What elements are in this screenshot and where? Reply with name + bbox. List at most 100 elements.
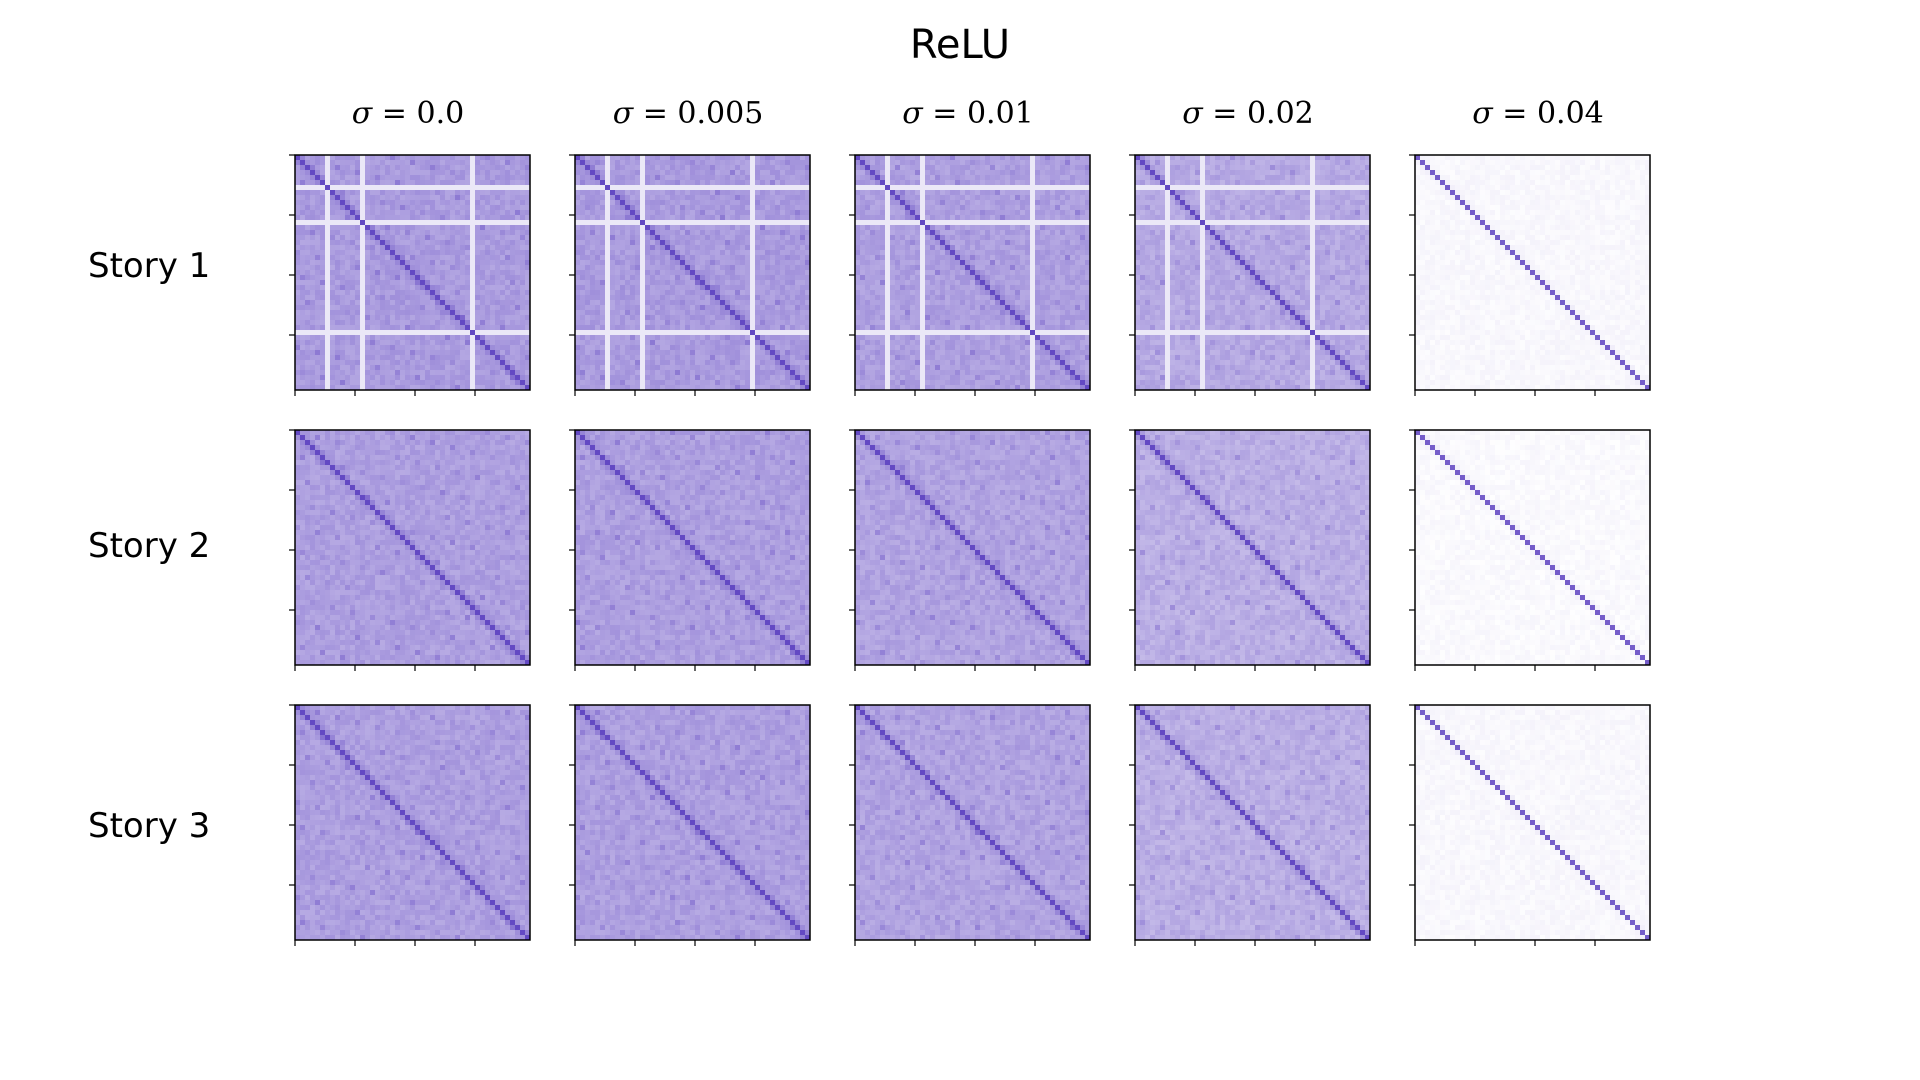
heatmap-cell (635, 385, 641, 391)
heatmap-cell (750, 180, 756, 186)
heatmap-cell (695, 195, 701, 201)
heatmap-cell (375, 190, 381, 196)
heatmap-cell (730, 250, 736, 256)
heatmap-cell (705, 250, 711, 256)
heatmap-cell (790, 175, 796, 181)
heatmap-cell (455, 255, 461, 261)
heatmap-cell (300, 225, 306, 231)
heatmap-cell (365, 300, 371, 306)
heatmap-cell (715, 190, 721, 196)
heatmap-cell (525, 360, 531, 366)
heatmap-cell (595, 355, 601, 361)
heatmap-cell (755, 300, 761, 306)
heatmap-cell (690, 385, 696, 391)
heatmap-cell (365, 310, 371, 316)
heatmap-cell (670, 345, 676, 351)
heatmap-cell (655, 320, 661, 326)
heatmap-cell (345, 305, 351, 311)
heatmap-cell (690, 160, 696, 166)
heatmap-cell (365, 165, 371, 171)
heatmap-cell (580, 155, 586, 161)
heatmap-cell (430, 210, 436, 216)
heatmap-cell (370, 215, 376, 221)
heatmap-cell (620, 260, 626, 266)
heatmap-cell (1035, 160, 1041, 166)
heatmap-cell (755, 345, 761, 351)
heatmap-cell (585, 335, 591, 341)
heatmap-cell (430, 380, 436, 386)
heatmap-cell (940, 190, 946, 196)
heatmap-cell (395, 260, 401, 266)
heatmap-cell (645, 220, 651, 226)
heatmap-cell (365, 230, 371, 236)
heatmap-cell (455, 155, 461, 161)
heatmap-cell (450, 385, 456, 391)
heatmap-cell (705, 200, 711, 206)
heatmap-cell (670, 295, 676, 301)
heatmap-cell (600, 370, 606, 376)
heatmap-cell (665, 205, 671, 211)
heatmap-cell (755, 285, 761, 291)
heatmap-cell (755, 185, 761, 191)
heatmap-cell (355, 275, 361, 281)
heatmap-cell (605, 255, 611, 261)
heatmap-cell (395, 355, 401, 361)
heatmap-cell (510, 260, 516, 266)
heatmap-cell (410, 175, 416, 181)
heatmap-cell (960, 190, 966, 196)
heatmap-cell (855, 190, 861, 196)
heatmap-cell (495, 345, 501, 351)
heatmap-cell (755, 320, 761, 326)
heatmap-cell (380, 330, 386, 336)
heatmap-cell (390, 330, 396, 336)
heatmap-cell (295, 320, 301, 326)
heatmap-cell (495, 300, 501, 306)
heatmap-cell (465, 330, 471, 336)
heatmap-cell (585, 315, 591, 321)
heatmap-cell (370, 285, 376, 291)
heatmap-cell (520, 265, 526, 271)
heatmap-cell (650, 355, 656, 361)
heatmap-cell (515, 310, 521, 316)
heatmap-cell (580, 205, 586, 211)
heatmap-cell (605, 340, 611, 346)
heatmap-cell (690, 270, 696, 276)
heatmap-cell (480, 340, 486, 346)
column-header-3: σ = 0.02 (1130, 96, 1366, 131)
heatmap-cell (635, 265, 641, 271)
heatmap-cell (440, 340, 446, 346)
heatmap-cell (515, 275, 521, 281)
heatmap-cell (755, 240, 761, 246)
heatmap-cell (410, 155, 416, 161)
heatmap-cell (795, 280, 801, 286)
heatmap-cell (705, 315, 711, 321)
heatmap-cell (710, 200, 716, 206)
heatmap-cell (505, 370, 511, 376)
heatmap-cell (725, 170, 731, 176)
heatmap-cell (495, 290, 501, 296)
heatmap-cell (740, 295, 746, 301)
heatmap-cell (515, 210, 521, 216)
heatmap-cell (630, 360, 636, 366)
heatmap-cell (670, 220, 676, 226)
heatmap-cell (640, 180, 646, 186)
heatmap-cell (495, 330, 501, 336)
heatmap-cell (750, 350, 756, 356)
heatmap-cell (980, 175, 986, 181)
heatmap-cell (705, 175, 711, 181)
heatmap-cell (405, 365, 411, 371)
heatmap-cell (490, 260, 496, 266)
heatmap-cell (590, 375, 596, 381)
heatmap-cell (465, 175, 471, 181)
heatmap-cell (355, 305, 361, 311)
heatmap-cell (295, 310, 301, 316)
heatmap-cell (765, 280, 771, 286)
heatmap-cell (710, 315, 716, 321)
heatmap-cell (315, 365, 321, 371)
heatmap-cell (455, 360, 461, 366)
heatmap-cell (340, 325, 346, 331)
heatmap-cell (660, 250, 666, 256)
heatmap-cell (700, 285, 706, 291)
heatmap-cell (335, 345, 341, 351)
heatmap-cell (440, 385, 446, 391)
